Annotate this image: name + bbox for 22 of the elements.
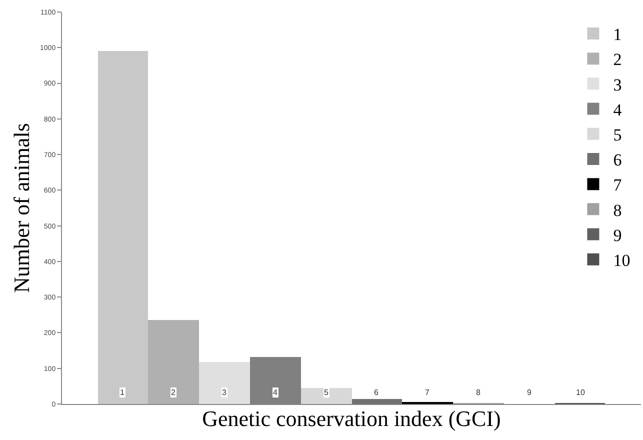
x-tick-label: 6 — [374, 388, 379, 397]
x-tick-label: 9 — [527, 388, 532, 397]
x-tick-label: 4 — [273, 388, 278, 397]
x-tick-label: 8 — [476, 388, 481, 397]
legend-label: 10 — [613, 251, 630, 270]
x-tick-label: 7 — [425, 388, 430, 397]
x-tick-label: 2 — [171, 388, 176, 397]
legend-label: 3 — [613, 75, 622, 94]
legend-label: 4 — [613, 100, 622, 120]
legend-label: 9 — [613, 226, 622, 245]
x-tick-label: 1 — [120, 388, 125, 397]
x-tick-label: 10 — [576, 388, 586, 397]
legend-label: 2 — [613, 50, 622, 70]
x-tick-label: 5 — [324, 388, 329, 397]
legend-label: 5 — [613, 126, 622, 144]
legend-label: 6 — [613, 150, 622, 170]
legend-label: 1 — [613, 25, 622, 44]
legend-label: 7 — [613, 176, 622, 195]
x-axis-title: Genetic conservation index (GCI) — [202, 406, 501, 431]
x-tick-label: 3 — [222, 388, 227, 397]
legend-label: 8 — [613, 200, 622, 220]
y-axis-title: Number of animals — [8, 123, 34, 293]
